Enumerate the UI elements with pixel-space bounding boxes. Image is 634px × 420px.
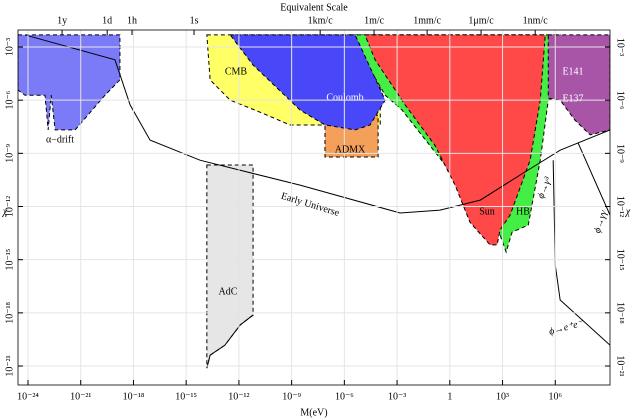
x2-tick-label: 1y (57, 15, 67, 26)
annotation: HB (516, 206, 530, 217)
annotation: ϕ→γ³ (536, 175, 555, 201)
annotation: ADMX (335, 144, 366, 155)
x-tick-label: 10⁶ (549, 391, 563, 402)
plot-area (18, 34, 610, 369)
y-tick-label: 10⁻⁶ (4, 90, 15, 109)
x-tick-label: 10⁻¹⁸ (123, 391, 145, 402)
x-tick-label: 10⁻³ (388, 391, 406, 402)
annotation: α−drift (46, 134, 74, 145)
annotation: CMB (225, 66, 248, 77)
y2-tick-label: 10⁻²¹ (615, 355, 626, 376)
annotation: E141 (562, 66, 583, 77)
x-tick-label: 10⁻¹⁵ (175, 391, 197, 402)
x-tick-label: 10⁻¹² (228, 391, 249, 402)
annotation: Sun (479, 206, 495, 217)
region (547, 34, 610, 136)
y2-axis-title: χ (625, 206, 631, 217)
x2-axis-title: Equivalent Scale (280, 2, 348, 13)
y-tick-label: 10⁻³ (4, 38, 15, 56)
annotation: ϕ→γγ (592, 208, 610, 234)
y-tick-label: 10⁻¹² (4, 196, 15, 217)
y-tick-label: 10⁻¹⁸ (4, 301, 15, 323)
x-tick-label: 10³ (496, 391, 509, 402)
x-tick-label: 10⁻⁹ (282, 391, 301, 402)
x-tick-label: 10⁻²¹ (70, 391, 91, 402)
region (18, 34, 121, 131)
x2-tick-label: 1km/c (308, 15, 334, 26)
region (229, 34, 386, 131)
y-axis-title: χ (2, 206, 8, 217)
bound-line (577, 142, 610, 216)
x2-tick-label: 1m/c (364, 15, 385, 26)
x2-tick-label: 1h (127, 15, 137, 26)
y-tick-label: 10⁻²¹ (4, 355, 15, 376)
x2-tick-label: 1s (190, 15, 199, 26)
region (206, 164, 254, 369)
y2-tick-label: 10⁻⁹ (615, 144, 626, 163)
x-axis-title: M(eV) (300, 407, 327, 418)
annotation: Early Universe (280, 191, 341, 219)
x2-tick-label: 1μm/c (468, 15, 494, 26)
y-tick-label: 10⁻⁹ (4, 143, 15, 162)
x2-tick-label: 1d (102, 15, 112, 26)
x-tick-label: 10⁻²⁴ (17, 391, 39, 402)
y2-tick-label: 10⁻¹⁸ (615, 302, 626, 324)
annotation: ϕ→e⁺e⁻ (548, 318, 585, 338)
x-tick-label: 10⁻⁶ (335, 391, 354, 402)
y2-tick-label: 10⁻⁶ (615, 91, 626, 110)
annotation: E137 (562, 93, 583, 104)
region (364, 34, 546, 246)
y2-tick-label: 10⁻¹⁵ (615, 249, 626, 271)
x-tick-label: 1 (447, 391, 452, 402)
y2-tick-label: 10⁻³ (615, 38, 626, 56)
y2-tick-label: 10⁻¹² (615, 196, 626, 217)
x2-tick-label: 1nm/c (523, 15, 549, 26)
bound-line (206, 314, 254, 369)
plot-frame (17, 29, 611, 386)
bound-line (552, 160, 610, 346)
bound-line (24, 34, 610, 214)
x2-tick-label: 1mm/c (413, 15, 441, 26)
annotation: Coulomb (326, 92, 363, 103)
y-tick-label: 10⁻¹⁵ (4, 249, 15, 271)
annotation: AdC (219, 286, 238, 297)
